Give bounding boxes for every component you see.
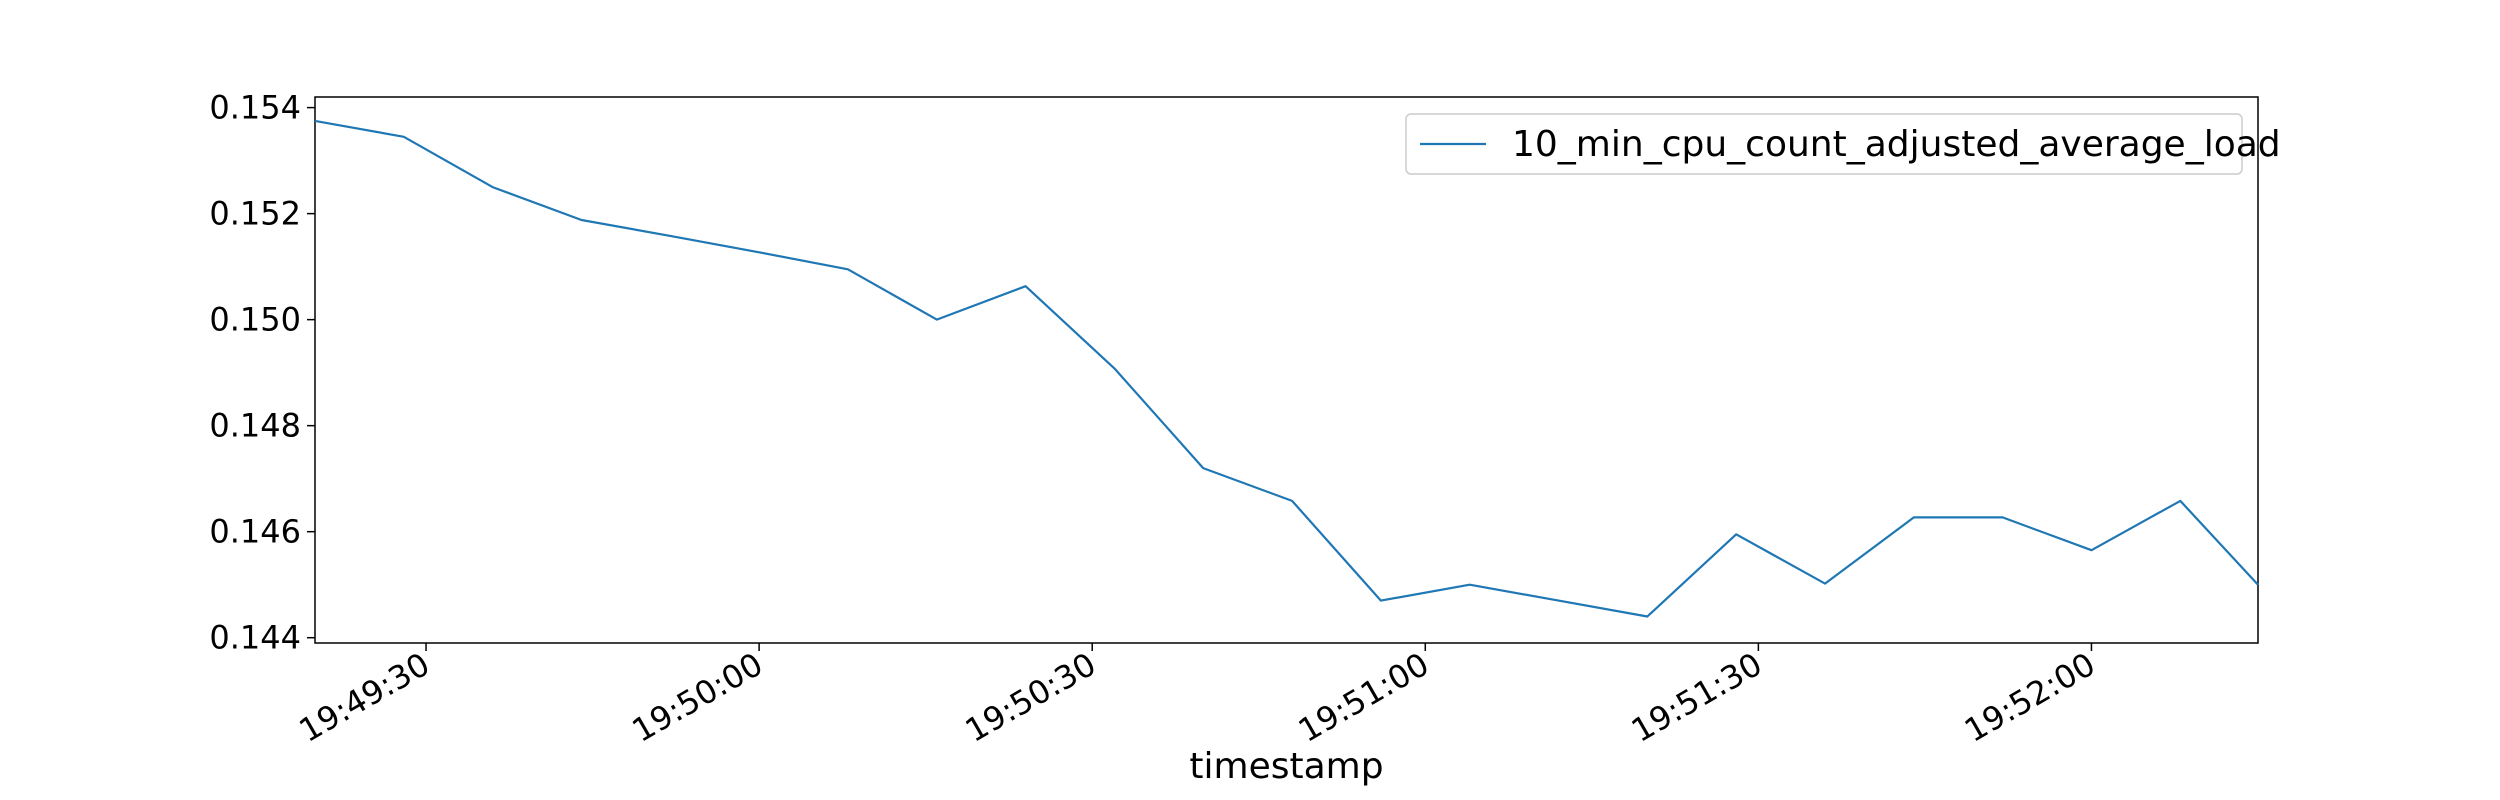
series-layer: [314, 119, 2259, 618]
x-tick-label: 19:50:30: [959, 645, 1102, 750]
y-tick-label: 0.148: [209, 407, 301, 445]
y-axis-ticks: 0.144 0.146 0.148 0.150 0.152 0.154: [209, 89, 315, 657]
x-tick-label: 19:51:30: [1625, 645, 1768, 750]
x-tick-label: 19:49:30: [293, 645, 436, 750]
plot-frame: [314, 96, 2259, 644]
x-tick-label: 19:52:00: [1958, 645, 2101, 750]
series-line-0: [314, 119, 2259, 618]
y-tick-label: 0.144: [209, 619, 301, 657]
legend: 10_min_cpu_count_adjusted_average_load: [1405, 113, 2281, 175]
y-tick-label: 0.154: [209, 89, 301, 127]
y-tick-label: 0.146: [209, 513, 301, 551]
plot-area: [314, 96, 2259, 644]
legend-box: [1405, 113, 2243, 175]
x-axis-label: timestamp: [1189, 746, 1383, 787]
x-axis-ticks: 19:49:30 19:50:00 19:50:30 19:51:00 19:51:30…: [293, 643, 2101, 750]
x-tick-label: 19:50:00: [626, 645, 769, 750]
legend-label: 10_min_cpu_count_adjusted_average_load: [1512, 124, 2281, 165]
y-tick-label: 0.152: [209, 195, 301, 233]
x-tick-label: 19:51:00: [1292, 645, 1435, 750]
y-tick-label: 0.150: [209, 301, 301, 339]
